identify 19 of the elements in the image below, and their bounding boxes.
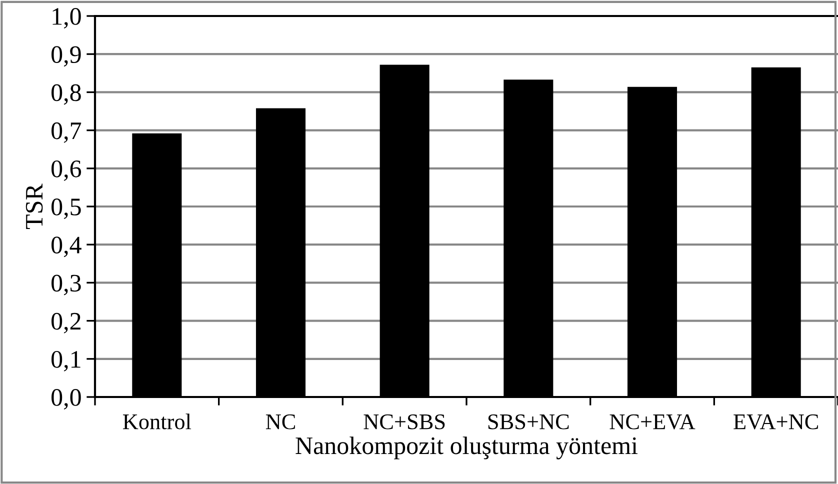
x-tick-label: SBS+NC: [488, 414, 569, 430]
y-tick-label: 0,3: [52, 274, 81, 296]
x-tick-label: EVA+NC: [734, 414, 818, 430]
x-tick-label: NC+SBS: [364, 414, 445, 430]
x-tick-label: Kontrol: [122, 414, 192, 430]
y-axis-title: TSR: [26, 184, 43, 229]
y-tick-label: 0,6: [52, 160, 82, 181]
x-tick-label: NC+EVA: [610, 414, 696, 430]
x-axis-title: Nanokompozit oluşturma yöntemi: [296, 436, 638, 460]
y-tick-label: 0,7: [52, 122, 82, 143]
y-tick-label: 0,9: [52, 46, 81, 67]
y-tick-label: 0,5: [52, 198, 81, 220]
y-tick-label: 0,2: [52, 312, 80, 334]
y-tick-label: 0,1: [52, 350, 80, 372]
y-tick-label: 0,8: [52, 84, 81, 105]
x-tick-label: NC: [266, 414, 295, 430]
y-tick-label: 0,4: [52, 236, 82, 258]
y-tick-label: 0,0: [52, 389, 81, 410]
y-tick-label: 1,0: [52, 8, 81, 29]
